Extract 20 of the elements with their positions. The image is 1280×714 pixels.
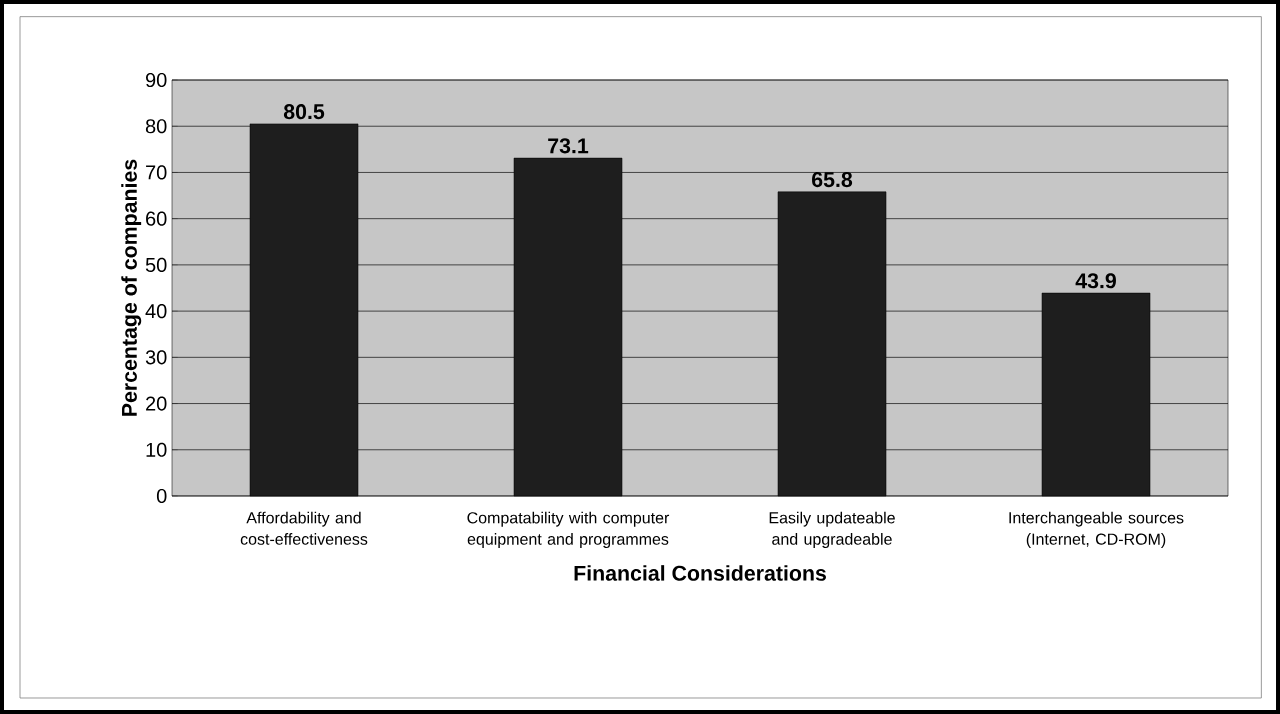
data-label: 65.8 <box>812 172 853 188</box>
x-tick-label: Interchangeable sources (Internet, CD-ROM) <box>1009 511 1184 548</box>
y-tick-label: 40 <box>145 304 167 319</box>
y-tick-label: 90 <box>145 72 167 88</box>
y-tick-label: 20 <box>146 396 167 411</box>
data-label: 80.5 <box>283 104 325 120</box>
data-label: 43.9 <box>1075 273 1116 289</box>
x-tick-label: Easily updateable and upgradeable <box>769 511 895 548</box>
y-tick-label: 30 <box>145 350 167 365</box>
y-tick-label: 0 <box>156 488 167 504</box>
y-tick-label: 80 <box>145 119 167 134</box>
y-tick-label: 50 <box>145 257 167 272</box>
data-label: 73.1 <box>548 138 589 154</box>
x-tick-label: Compatability with computer equipment and programmes <box>467 511 670 548</box>
y-tick-label: 10 <box>146 442 167 457</box>
y-tick-label: 70 <box>146 165 167 180</box>
x-tick-label: Affordability and cost-effectiveness <box>240 511 368 545</box>
x-axis-title: Financial Considerations <box>574 565 826 581</box>
y-tick-label: 60 <box>146 211 167 226</box>
y-axis-title: Percentage of companies <box>121 159 142 416</box>
